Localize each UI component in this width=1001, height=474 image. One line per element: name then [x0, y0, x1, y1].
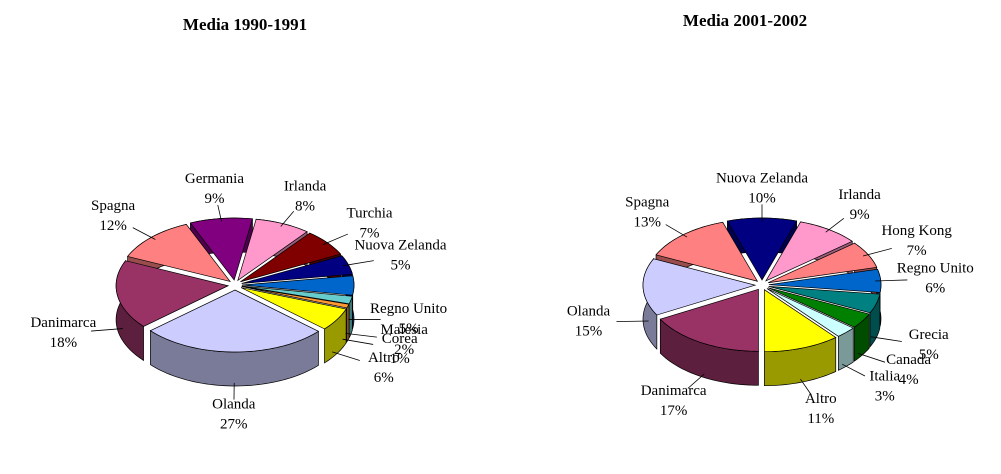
pie-slice — [659, 288, 759, 352]
pie-slice — [768, 286, 881, 314]
leader-line — [616, 320, 649, 322]
slice-value-label: 9% — [850, 207, 870, 223]
slice-label: Irlanda — [838, 187, 881, 203]
slice-label: Olanda — [212, 397, 256, 413]
pie-slice — [241, 286, 350, 309]
slice-value-label: 2% — [394, 342, 414, 358]
pie-tops — [642, 217, 882, 353]
slice-value-label: 1% — [390, 351, 410, 367]
slice-label: Germania — [185, 171, 244, 187]
slice-value-label: 12% — [99, 218, 127, 234]
slice-value-label: 6% — [374, 370, 394, 386]
slice-label: Spagna — [625, 194, 670, 210]
pie-tops — [115, 217, 355, 353]
leader-line — [332, 351, 360, 361]
pie-slice — [241, 285, 353, 305]
pie-slice — [766, 288, 854, 337]
slice-label: Nuova Zelanda — [354, 237, 446, 253]
slice-value-label: 7% — [360, 226, 380, 242]
pie-slice — [767, 287, 870, 328]
slice-value-label: 5% — [399, 321, 419, 337]
slice-value-label: 9% — [204, 191, 224, 207]
leader-line — [91, 328, 123, 332]
pie-slice — [240, 287, 347, 330]
chart-title: Media 2001-2002 — [683, 11, 807, 30]
slice-label: Danimarca — [30, 315, 96, 331]
slice-label: Malesia — [380, 322, 428, 338]
slice-value-label: 5% — [919, 347, 939, 363]
pie-slice — [241, 275, 355, 296]
leader-line — [870, 336, 902, 342]
slice-label: Italia — [869, 368, 900, 384]
leader-line — [857, 352, 886, 363]
slice-value-label: 4% — [899, 372, 919, 388]
pie-slice-side — [346, 302, 350, 344]
slice-label: Nuova Zelanda — [716, 170, 808, 186]
slice-label: Corea — [382, 331, 418, 347]
leader-line — [842, 363, 866, 377]
leader-line — [345, 332, 377, 338]
pie-slice — [764, 289, 837, 353]
pie-slice — [642, 258, 757, 316]
leader-line — [132, 227, 156, 240]
slice-label: Regno Unito — [897, 260, 974, 276]
slice-value-label: 11% — [807, 411, 834, 427]
slice-label: Canada — [886, 352, 931, 368]
slice-label: Irlanda — [284, 179, 327, 195]
slice-value-label: 15% — [575, 323, 603, 339]
pie-labels: Nuova Zelanda 10% Irlanda 9% Hong Kong 7%Regn… — [567, 170, 974, 427]
pie-labels: Germania 9% Irlanda 8% Turchia 7%Nuova Zeland… — [30, 171, 447, 433]
leader-line — [280, 210, 295, 227]
slice-value-label: 3% — [875, 388, 895, 404]
slice-label: Grecia — [909, 327, 949, 343]
leader-line — [875, 279, 908, 282]
slice-label: Danimarca — [641, 383, 707, 399]
leader-line — [665, 224, 688, 238]
slice-label: Olanda — [567, 303, 611, 319]
slice-value-label: 8% — [295, 199, 315, 215]
slice-value-label: 18% — [50, 335, 78, 351]
leader-line — [825, 218, 845, 233]
slice-label: Altro — [368, 350, 400, 366]
slice-value-label: 7% — [907, 243, 927, 259]
pie-slice — [149, 289, 320, 353]
slice-label: Turchia — [346, 206, 392, 222]
leader-line — [342, 338, 374, 345]
slice-label: Altro — [805, 391, 837, 407]
slice-value-label: 10% — [748, 190, 776, 206]
leader-line — [687, 373, 705, 389]
slice-label: Hong Kong — [881, 223, 952, 239]
slice-label: Regno Unito — [370, 301, 447, 317]
chart-title: Media 1990-1991 — [183, 15, 307, 34]
pie-slice — [115, 260, 230, 327]
slice-value-label: 17% — [660, 403, 688, 419]
slice-value-label: 5% — [390, 257, 410, 273]
slice-value-label: 27% — [220, 417, 248, 433]
slice-value-label: 6% — [925, 280, 945, 296]
leader-line — [322, 233, 348, 245]
slice-value-label: 13% — [633, 214, 661, 230]
leader-line — [343, 260, 374, 267]
leader-line — [800, 378, 812, 396]
leader-line — [862, 248, 892, 257]
slice-label: Spagna — [91, 198, 136, 214]
leader-line — [217, 204, 222, 222]
